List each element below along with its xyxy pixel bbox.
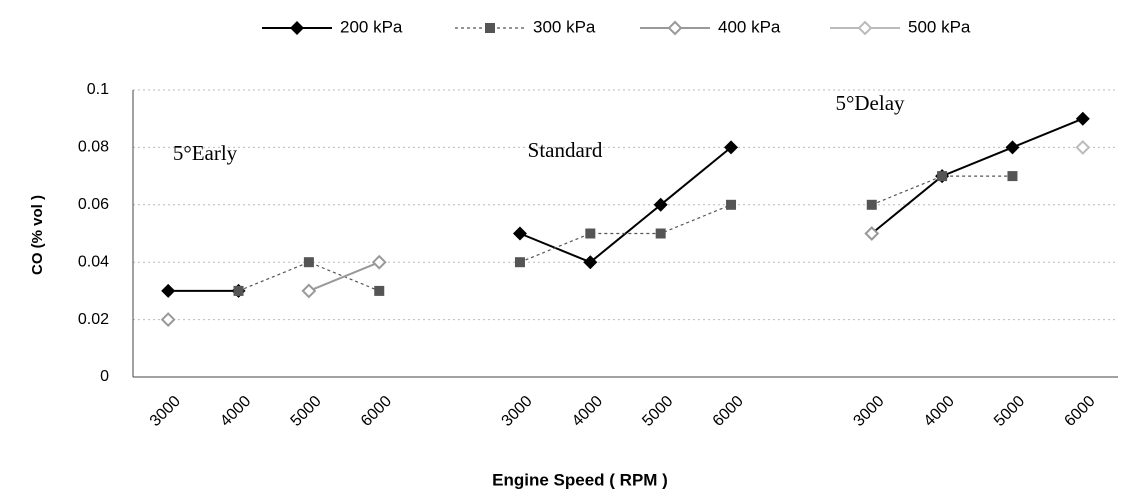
marker (655, 228, 666, 239)
marker (1075, 139, 1091, 155)
marker (374, 285, 385, 296)
marker (864, 226, 880, 241)
x-tick-label: 4000 (217, 393, 254, 430)
marker (160, 312, 176, 328)
legend-label: 500 kPa (908, 17, 971, 36)
marker (514, 257, 525, 268)
marker (161, 283, 176, 298)
marker (585, 228, 596, 239)
annotation: Standard (528, 138, 603, 162)
x-tick-label: 5000 (288, 393, 325, 430)
legend-marker (485, 23, 495, 33)
legend-label: 300 kPa (533, 17, 596, 36)
marker (303, 257, 314, 268)
marker (724, 140, 739, 155)
marker (301, 283, 317, 299)
legend-marker (667, 20, 683, 36)
legend-label: 400 kPa (718, 17, 781, 36)
x-tick-label: 5000 (991, 393, 1028, 430)
y-axis-label: CO (% vol ) (29, 195, 46, 275)
marker (937, 171, 948, 182)
marker (1007, 171, 1018, 182)
annotation: 5°Delay (835, 91, 905, 115)
series-line (238, 175, 1013, 292)
x-tick-label: 4000 (921, 393, 958, 430)
annotation: 5°Early (173, 141, 238, 165)
y-tick-label: 0.02 (78, 311, 109, 328)
y-tick-label: 0.1 (87, 81, 109, 98)
x-tick-label: 3000 (147, 393, 184, 430)
legend-marker (290, 21, 304, 35)
marker (653, 197, 668, 212)
y-tick-label: 0.06 (78, 196, 109, 213)
y-tick-label: 0.08 (78, 139, 109, 156)
y-tick-label: 0 (100, 368, 109, 385)
legend-label: 200 kPa (340, 17, 403, 36)
x-tick-label: 5000 (639, 393, 676, 430)
y-tick-label: 0.04 (78, 253, 109, 270)
legend-marker (857, 20, 873, 36)
x-tick-label: 6000 (710, 393, 747, 430)
marker (583, 255, 598, 270)
marker (1005, 140, 1020, 155)
marker (866, 199, 877, 210)
x-tick-label: 3000 (499, 393, 536, 430)
marker (233, 285, 244, 296)
x-tick-label: 6000 (358, 393, 395, 430)
x-axis-label: Engine Speed ( RPM ) (492, 470, 668, 489)
marker (726, 199, 737, 210)
x-tick-label: 4000 (569, 393, 606, 430)
x-tick-label: 6000 (1061, 393, 1098, 430)
marker (1075, 111, 1090, 126)
marker (371, 254, 387, 270)
marker (512, 226, 527, 241)
x-tick-label: 3000 (850, 393, 887, 430)
